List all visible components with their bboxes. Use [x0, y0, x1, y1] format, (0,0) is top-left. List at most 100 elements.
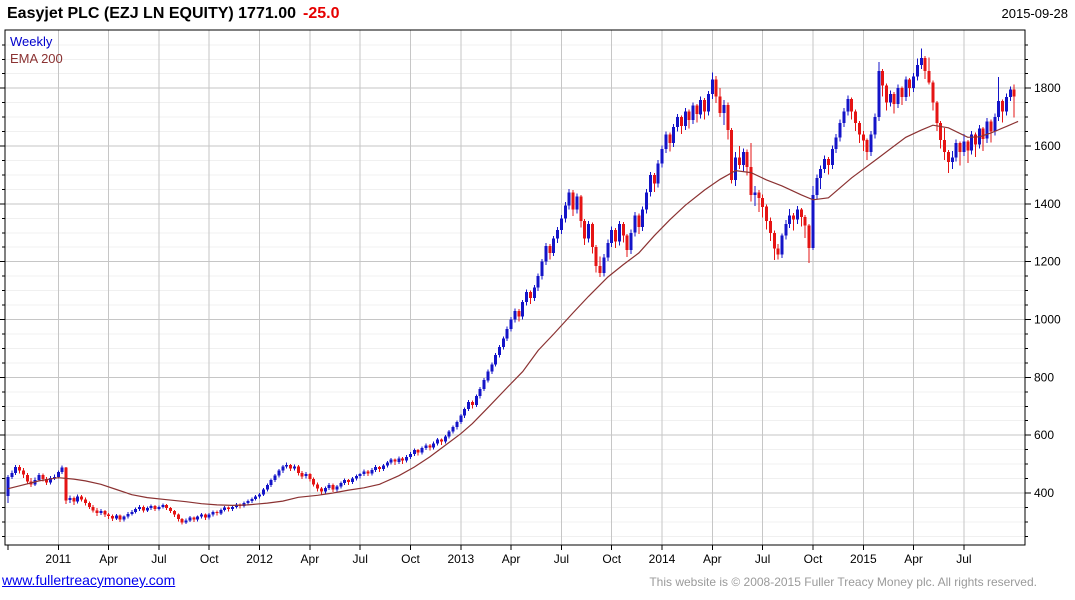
candle-body: [281, 466, 285, 471]
candle-body: [327, 484, 331, 488]
candles-layer: [6, 48, 1016, 525]
candle-body: [916, 65, 919, 77]
candle-body: [420, 448, 424, 453]
candle-body: [246, 501, 250, 504]
candle-body: [629, 232, 633, 251]
candle-body: [347, 480, 351, 482]
candle-body: [796, 209, 799, 220]
candle-body: [366, 471, 370, 474]
candle-body: [652, 174, 656, 184]
candle-body: [811, 195, 815, 248]
candle-body: [966, 141, 970, 151]
candle-body: [548, 245, 552, 253]
candle-body: [753, 192, 757, 196]
x-axis-label: 2013: [447, 552, 474, 566]
candle-body: [699, 99, 703, 115]
candle-body: [126, 513, 130, 517]
candle-body: [679, 117, 683, 126]
candle-body: [501, 338, 505, 347]
candle-body: [103, 510, 107, 515]
candle-body: [308, 474, 312, 480]
candle-body: [72, 498, 76, 502]
candle-body: [269, 480, 273, 485]
candle-body: [68, 498, 72, 501]
candle-body: [409, 454, 412, 457]
candle-body: [594, 247, 598, 266]
x-axis-label: Oct: [200, 552, 219, 566]
candle-body: [227, 507, 231, 510]
candle-body: [1001, 101, 1005, 112]
price-change: -25.0: [303, 5, 340, 22]
candle-body: [536, 276, 540, 288]
candle-body: [970, 134, 974, 151]
chart-legend: Weekly EMA 200: [10, 33, 63, 67]
candle-body: [362, 471, 366, 475]
candle-body: [633, 215, 637, 233]
candle-body: [799, 209, 803, 217]
candle-body: [974, 134, 977, 145]
candle-body: [567, 192, 571, 206]
y-axis-label: 1000: [1034, 313, 1061, 327]
x-axis-label: Oct: [804, 552, 823, 566]
candle-body: [908, 79, 912, 89]
x-axis-label: Apr: [502, 552, 521, 566]
candle-body: [792, 215, 796, 220]
candle-body: [184, 520, 188, 523]
candle-body: [625, 235, 629, 251]
candle-body: [931, 82, 935, 103]
candle-body: [91, 506, 95, 511]
candle-body: [254, 496, 258, 499]
candle-body: [834, 137, 838, 149]
candle-body: [587, 224, 590, 239]
candle-body: [459, 415, 463, 423]
candle-body: [385, 462, 389, 466]
candle-body: [950, 157, 954, 162]
instrument-and-price: Easyjet PLC (EZJ LN EQUITY) 1771.00: [7, 5, 296, 22]
candle-body: [95, 510, 99, 514]
candle-body: [896, 88, 900, 105]
candle-body: [498, 347, 501, 355]
candle-body: [320, 488, 323, 492]
candle-body: [838, 122, 842, 138]
candle-body: [737, 157, 741, 165]
candle-body: [428, 445, 432, 448]
candle-body: [935, 102, 939, 123]
legend-item-ema: EMA 200: [10, 51, 63, 66]
candle-body: [1012, 89, 1016, 97]
gridlines-major: [5, 87, 1025, 494]
candle-body: [486, 371, 490, 381]
candle-body: [478, 388, 482, 397]
website-link[interactable]: www.fullertreacymoney.com: [2, 572, 176, 588]
y-axis-label: 1200: [1034, 255, 1061, 269]
candle-body: [157, 506, 161, 509]
candle-body: [563, 205, 567, 219]
candle-body: [556, 229, 559, 239]
candle-body: [432, 443, 436, 448]
candle-body: [532, 287, 536, 298]
candle-body: [172, 510, 176, 515]
candle-body: [463, 409, 467, 416]
candle-body: [261, 489, 265, 495]
candle-body: [618, 224, 621, 242]
candle-body: [142, 506, 145, 511]
candle-body: [223, 507, 227, 510]
candle-body: [6, 477, 10, 496]
candle-body: [648, 174, 652, 193]
candle-body: [981, 128, 985, 139]
candle-body: [424, 445, 428, 449]
candle-body: [378, 467, 381, 469]
candle-body: [598, 266, 602, 274]
candle-body: [912, 76, 916, 89]
candle-body: [842, 111, 846, 123]
candle-body: [64, 467, 68, 501]
candle-body: [668, 134, 672, 144]
candle-body: [683, 111, 687, 126]
candle-body: [676, 117, 679, 128]
candle-body: [776, 248, 780, 255]
candle-body: [985, 121, 989, 139]
candle-body: [873, 117, 877, 135]
x-axis-label: Jul: [755, 552, 770, 566]
candle-body: [370, 469, 374, 474]
candle-body: [509, 319, 513, 329]
candle-body: [111, 516, 114, 519]
